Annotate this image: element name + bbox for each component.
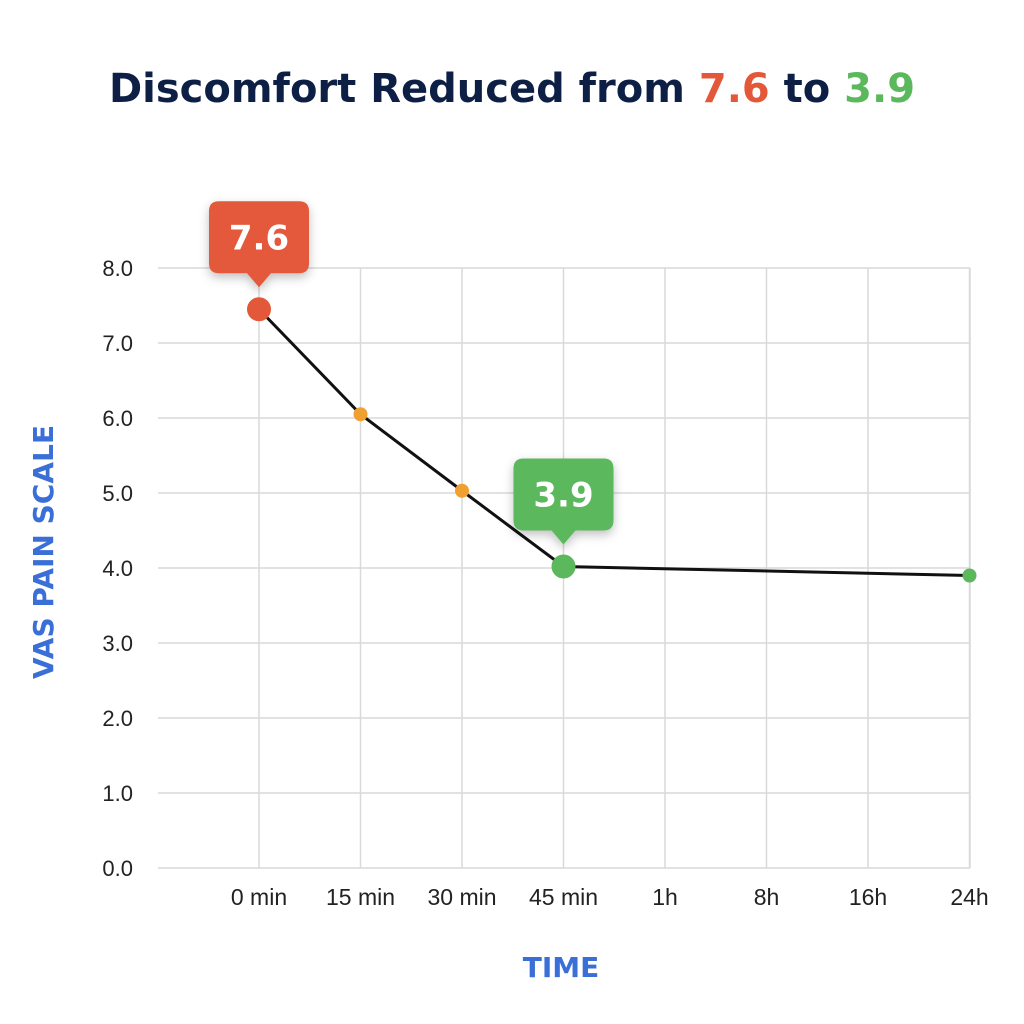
y-axis-ticks: 0.0 1.0 2.0 3.0 4.0 5.0 6.0 7.0 8.0 [102,256,133,881]
y-tick-label: 0.0 [102,856,133,881]
x-tick-label: 30 min [427,884,496,910]
y-tick-label: 7.0 [102,331,133,356]
y-tick-label: 2.0 [102,706,133,731]
callouts: 7.6 3.9 [209,201,614,545]
y-axis-label: VAS PAIN SCALE [27,425,60,679]
y-tick-label: 8.0 [102,256,133,281]
data-point [247,297,271,322]
data-point [962,568,977,583]
chart-title: Discomfort Reduced from 7.6 to 3.9 [0,66,1024,112]
x-axis-ticks: 0 min 15 min 30 min 45 min 1h 8h 16h 24h [231,884,989,910]
y-tick-label: 4.0 [102,556,133,581]
series-line-group [257,308,970,577]
x-tick-label: 45 min [529,884,598,910]
data-points [247,297,977,583]
title-prefix: Discomfort Reduced from [108,66,699,112]
callout-label: 3.9 [533,476,593,516]
x-tick-label: 15 min [326,884,395,910]
y-tick-label: 3.0 [102,631,133,656]
x-tick-label: 24h [950,884,988,910]
title-start-value: 7.6 [698,66,770,112]
title-middle: to [769,66,845,112]
data-point [353,407,368,422]
data-point [551,554,576,579]
y-tick-label: 6.0 [102,406,133,431]
y-tick-label: 5.0 [102,481,133,506]
series-line [257,308,970,577]
x-tick-label: 0 min [231,884,287,910]
x-tick-label: 16h [849,884,887,910]
x-axis-label: TIME [523,951,600,984]
callout-bubble [513,458,614,545]
x-tick-label: 8h [754,884,780,910]
callout-label: 7.6 [229,218,289,258]
y-tick-label: 1.0 [102,781,133,806]
callout-bubble [209,201,309,288]
x-tick-label: 1h [652,884,678,910]
data-point [455,483,469,498]
title-end-value: 3.9 [844,66,916,112]
